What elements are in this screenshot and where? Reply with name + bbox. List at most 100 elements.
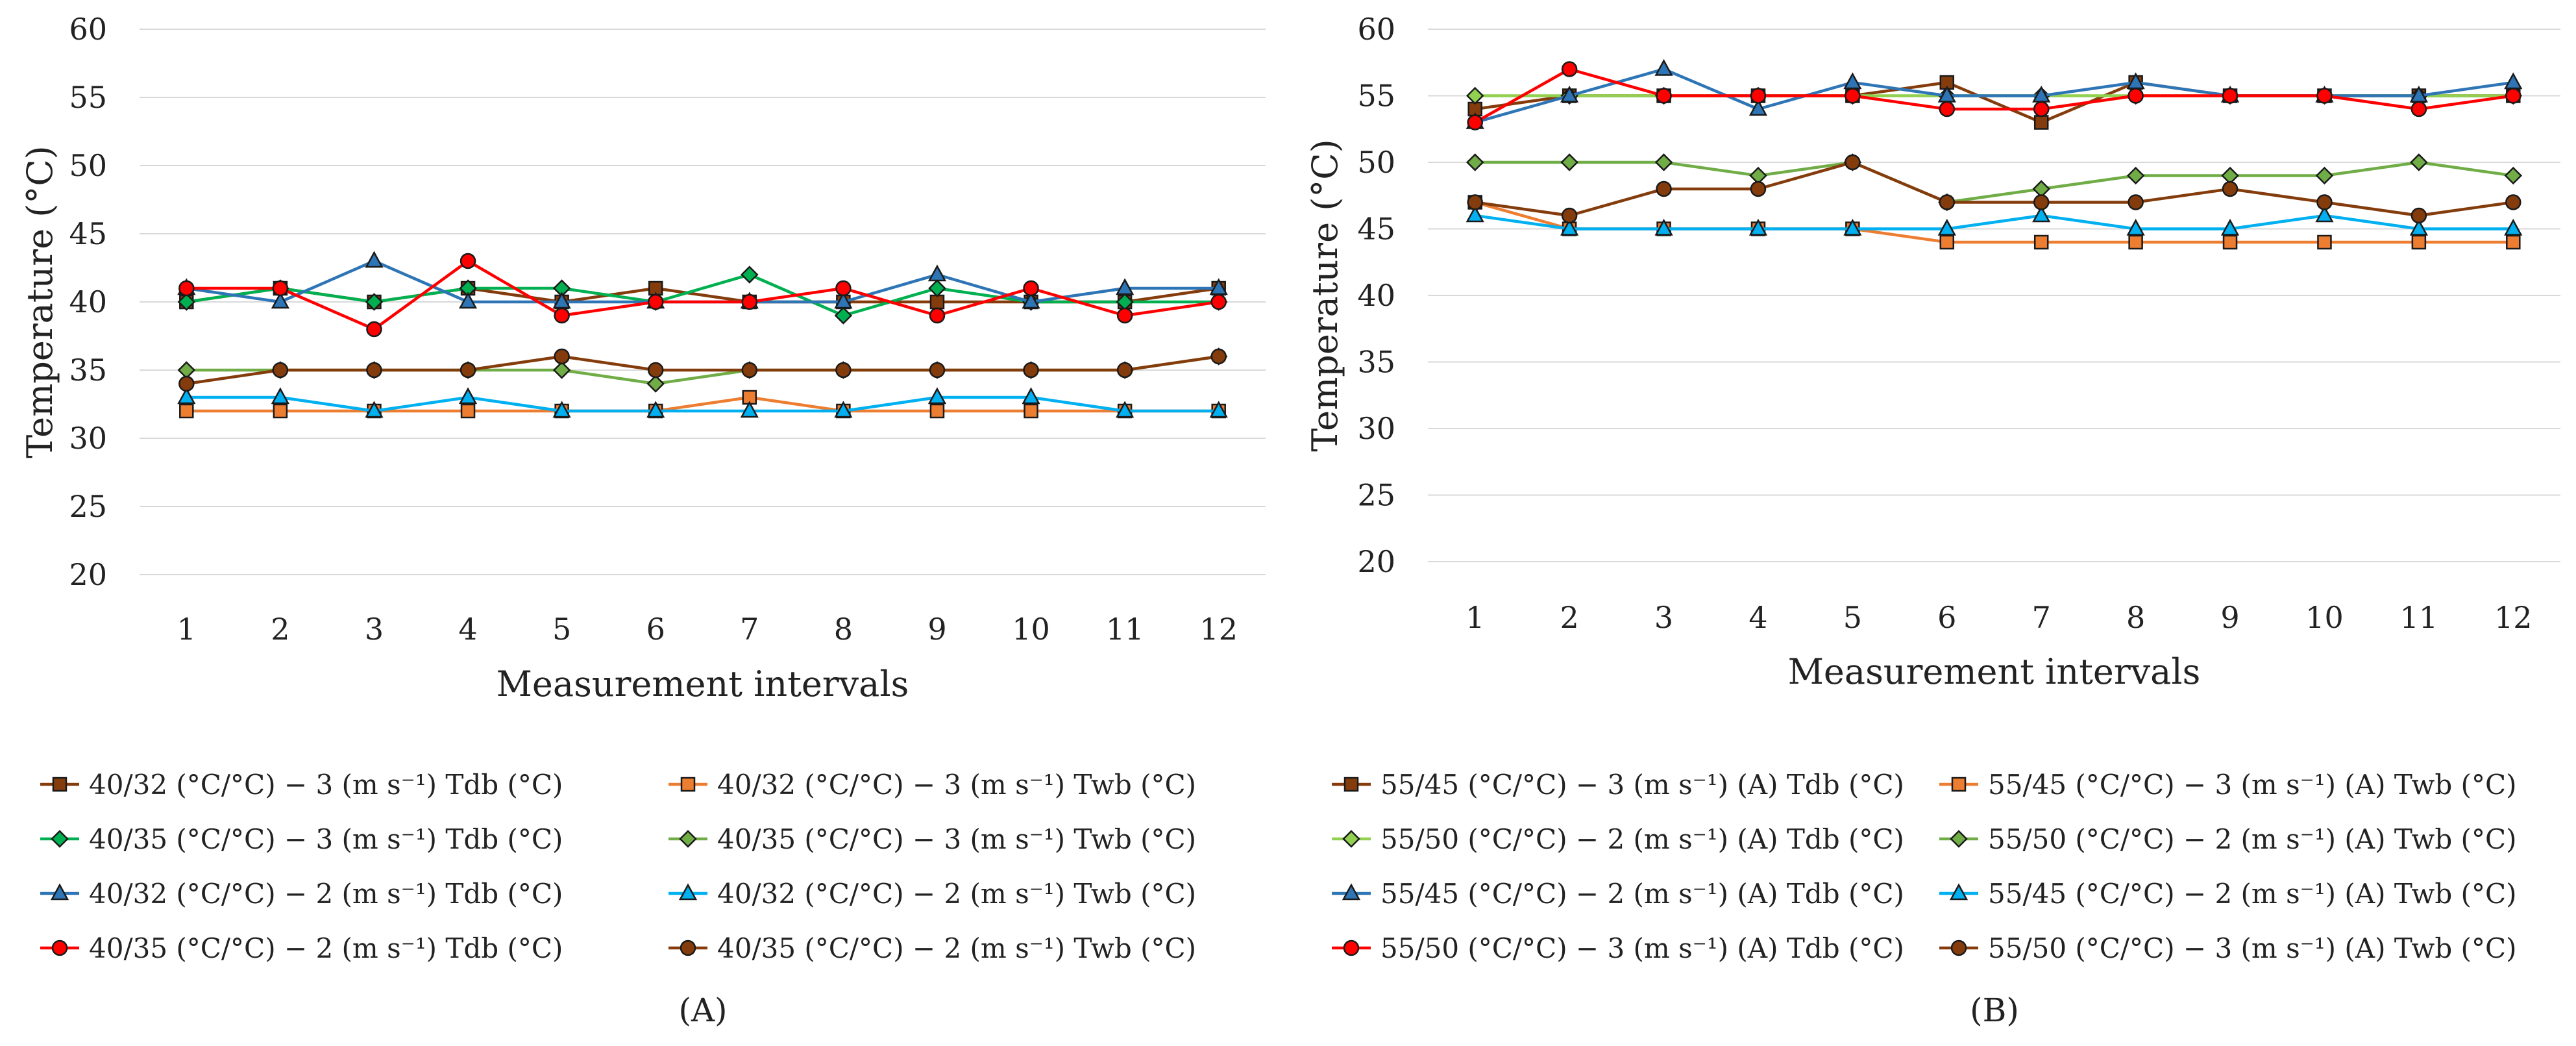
x-tick-label: 7 — [2032, 600, 2051, 635]
series-7-marker — [1210, 348, 1227, 365]
series-5-marker — [2220, 218, 2240, 236]
series-1-marker — [273, 403, 288, 419]
series-7-marker — [178, 375, 195, 392]
series-7-marker — [1750, 181, 1767, 197]
series-6-marker — [929, 307, 946, 324]
x-tick-label: 2 — [271, 612, 289, 647]
x-axis-title: Measurement intervals — [497, 664, 909, 704]
x-tick-label: 8 — [834, 612, 853, 647]
series-7-marker — [2505, 194, 2521, 210]
y-tick-label: 45 — [69, 216, 107, 251]
y-tick-label: 60 — [69, 12, 107, 47]
series-7-marker — [554, 348, 570, 365]
y-tick-label: 25 — [69, 489, 107, 524]
x-tick-label: 5 — [1843, 600, 1862, 635]
series-7-marker — [2410, 207, 2427, 224]
series-5-marker — [646, 401, 665, 418]
y-axis-title: Temperature (°C) — [1305, 139, 1345, 451]
series-7-marker — [2222, 181, 2239, 197]
series-6-marker — [1656, 88, 1672, 104]
legend-entry: 55/50 (°C/°C) − 2 (m s⁻¹) (A) Twb (°C) — [1939, 823, 2516, 855]
series-4-marker — [1022, 292, 1040, 309]
x-tick-label: 10 — [2305, 600, 2344, 635]
series-5-marker — [2126, 218, 2145, 236]
y-axis-title: Temperature (°C) — [19, 145, 60, 458]
x-tick-label: 8 — [2126, 600, 2145, 635]
series-7-marker — [2316, 194, 2333, 210]
series-7-marker — [366, 362, 382, 379]
series-4-marker — [1843, 72, 1862, 90]
series-3-marker — [2410, 153, 2428, 171]
y-tick-label: 25 — [1357, 478, 1395, 513]
series-7-marker — [741, 362, 758, 379]
legend-label: 55/50 (°C/°C) − 3 (m s⁻¹) (A) Twb (°C) — [1988, 932, 2516, 964]
series-1-marker — [2506, 234, 2521, 250]
series-4-marker — [365, 251, 384, 268]
series-0-marker — [1343, 777, 1359, 792]
series-6-marker — [741, 293, 758, 310]
series-6-marker — [366, 321, 382, 338]
x-tick-label: 6 — [1937, 600, 1956, 635]
series-3-marker — [646, 375, 665, 393]
series-6-marker — [1343, 940, 1360, 956]
series-5-marker — [740, 401, 759, 418]
series-line — [186, 259, 1220, 331]
series-5-marker — [1466, 205, 1484, 223]
series-7-marker — [680, 940, 696, 956]
series-7-marker — [1023, 362, 1039, 379]
x-tick-label: 2 — [1560, 600, 1578, 635]
legend-entry: 55/45 (°C/°C) − 2 (m s⁻¹) (A) Tdb (°C) — [1332, 878, 1904, 910]
series-7-marker — [2128, 194, 2144, 210]
series-6-marker — [647, 293, 664, 310]
legend-label: 40/32 (°C/°C) − 2 (m s⁻¹) Tdb (°C) — [89, 878, 563, 910]
legend-entry: 40/32 (°C/°C) − 3 (m s⁻¹) Twb (°C) — [669, 769, 1196, 801]
series-6-marker — [2410, 101, 2427, 118]
series-4-marker — [1654, 58, 1673, 76]
series-7-marker — [272, 362, 289, 379]
series-1-marker — [1939, 234, 1955, 250]
y-tick-label: 50 — [69, 148, 107, 183]
legend-entry: 40/35 (°C/°C) − 2 (m s⁻¹) Tdb (°C) — [40, 932, 563, 964]
x-tick-label: 10 — [1012, 612, 1050, 647]
series-1-marker — [680, 777, 696, 792]
series-6-marker — [1210, 293, 1227, 310]
series-5-marker — [1116, 401, 1135, 418]
series-1-marker — [460, 403, 476, 419]
panel-caption: (A) — [678, 991, 727, 1029]
series-5-marker — [177, 387, 196, 405]
series-6-marker — [2222, 88, 2239, 104]
legend-entry: 40/35 (°C/°C) − 3 (m s⁻¹) Tdb (°C) — [40, 823, 563, 855]
series-7-marker — [1939, 194, 1956, 210]
series-4-marker — [458, 292, 478, 309]
series-5-marker — [927, 387, 947, 405]
series-4-marker — [1116, 278, 1135, 295]
series-5-marker — [2032, 205, 2051, 223]
y-tick-label: 20 — [1357, 544, 1395, 579]
series-6-marker — [460, 253, 476, 269]
series-line — [186, 395, 1219, 413]
series-1-marker — [929, 403, 945, 419]
legend-label: 55/45 (°C/°C) − 3 (m s⁻¹) (A) Twb (°C) — [1988, 769, 2516, 801]
series-1-marker — [1024, 403, 1038, 419]
x-tick-label: 11 — [2400, 600, 2438, 635]
y-tick-label: 20 — [69, 557, 107, 592]
series-7-marker — [1116, 362, 1133, 379]
series-5-marker — [1560, 218, 1579, 236]
series-3-marker — [1654, 153, 1673, 171]
legend-label: 40/35 (°C/°C) − 3 (m s⁻¹) Tdb (°C) — [89, 823, 563, 855]
series-line — [1475, 160, 2514, 218]
x-tick-label: 12 — [1199, 612, 1238, 647]
series-line — [186, 273, 1219, 318]
series-4-marker — [1748, 99, 1768, 116]
series-6-marker — [1939, 101, 1956, 118]
series-7-marker — [1656, 181, 1672, 197]
series-5-marker — [1937, 218, 1956, 236]
y-tick-label: 40 — [69, 284, 107, 319]
series-4-marker — [1560, 85, 1579, 103]
series-2-marker — [51, 830, 69, 848]
series-2-marker — [1342, 830, 1360, 848]
series-7-marker — [1950, 940, 1967, 956]
series-5-marker — [1209, 401, 1228, 418]
